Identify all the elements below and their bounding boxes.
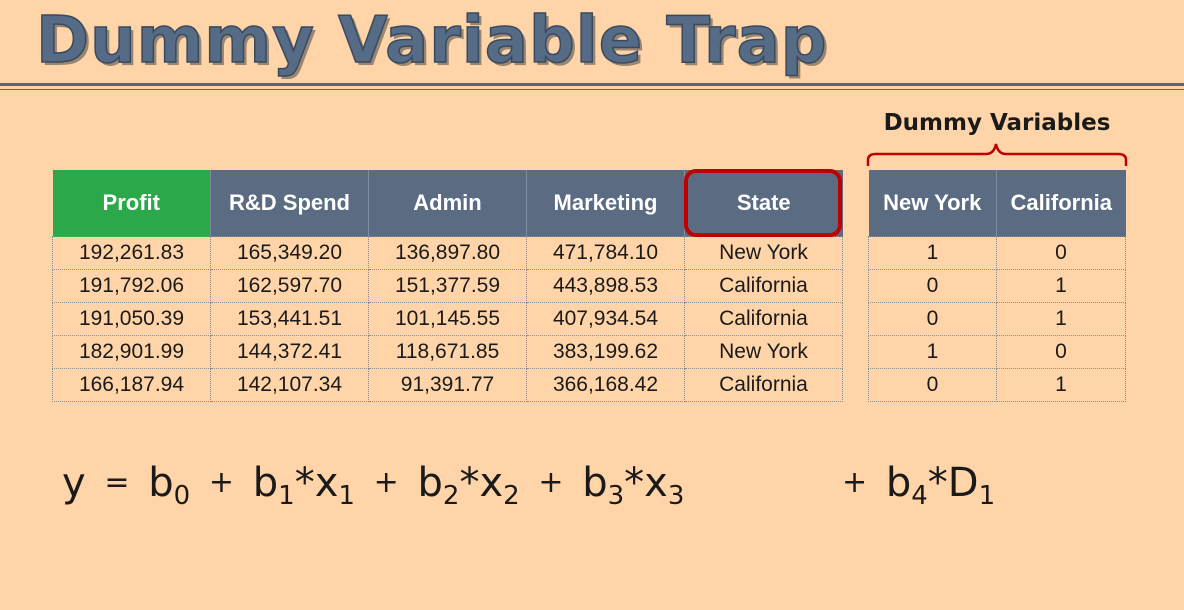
dummy-variables-label: Dummy Variables	[883, 110, 1111, 136]
formula-plus: +	[208, 465, 235, 500]
formula-b2x2: b2*x2	[417, 460, 520, 511]
table-row: 166,187.94 142,107.34 91,391.77 366,168.…	[52, 368, 843, 402]
table-row: 0 1	[868, 302, 1126, 336]
regression-formula-dummy-term: + b4*D1	[836, 460, 995, 511]
formula-b1x1: b1*x1	[252, 460, 355, 511]
cell: 0	[868, 302, 997, 336]
cell: 101,145.55	[368, 302, 527, 336]
cell: 0	[868, 269, 997, 303]
cell: California	[684, 368, 843, 402]
table-row: 1 0	[868, 335, 1126, 369]
cell: 166,187.94	[52, 368, 211, 402]
cell: 471,784.10	[526, 236, 685, 270]
dummy-header-row: New York California	[868, 170, 1126, 237]
cell: 151,377.59	[368, 269, 527, 303]
cell: 1	[996, 368, 1126, 402]
cell: 366,168.42	[526, 368, 685, 402]
table-row: 1 0	[868, 236, 1126, 270]
cell: 118,671.85	[368, 335, 527, 369]
cell: California	[684, 269, 843, 303]
cell: 182,901.99	[52, 335, 211, 369]
data-table: Profit R&D Spend Admin Marketing State 1…	[52, 170, 843, 402]
cell: California	[684, 302, 843, 336]
table-row: 191,050.39 153,441.51 101,145.55 407,934…	[52, 302, 843, 336]
cell: New York	[684, 335, 843, 369]
cell: 142,107.34	[210, 368, 369, 402]
cell: 1	[996, 302, 1126, 336]
cell: 162,597.70	[210, 269, 369, 303]
header-california: California	[996, 170, 1126, 237]
cell: 383,199.62	[526, 335, 685, 369]
table-header-row: Profit R&D Spend Admin Marketing State	[52, 170, 843, 237]
cell: 407,934.54	[526, 302, 685, 336]
cell: 0	[996, 236, 1126, 270]
cell: New York	[684, 236, 843, 270]
cell: 0	[996, 335, 1126, 369]
title-rule	[0, 83, 1184, 86]
header-rd-spend: R&D Spend	[210, 170, 369, 237]
table-row: 182,901.99 144,372.41 118,671.85 383,199…	[52, 335, 843, 369]
cell: 192,261.83	[52, 236, 211, 270]
header-profit: Profit	[52, 170, 211, 237]
header-state: State	[684, 170, 843, 237]
slide-title: Dummy Variable Trap	[35, 3, 828, 79]
cell: 165,349.20	[210, 236, 369, 270]
formula-plus: +	[538, 465, 564, 500]
cell: 443,898.53	[526, 269, 685, 303]
cell: 191,792.06	[52, 269, 211, 303]
formula-plus: +	[373, 465, 399, 500]
brace-bracket	[866, 143, 1128, 166]
table-row: 191,792.06 162,597.70 151,377.59 443,898…	[52, 269, 843, 303]
cell: 191,050.39	[52, 302, 211, 336]
title-rule-thin	[0, 89, 1184, 90]
formula-b3x3: b3*x3	[582, 460, 685, 511]
formula-b4d1: b4*D1	[885, 460, 996, 511]
state-highlight-box	[684, 169, 842, 237]
table-row: 0 1	[868, 368, 1126, 402]
formula-equals: =	[104, 465, 130, 500]
formula-y: y	[62, 460, 86, 506]
formula-plus: +	[842, 465, 868, 500]
table-row: 192,261.83 165,349.20 136,897.80 471,784…	[52, 236, 843, 270]
cell: 153,441.51	[210, 302, 369, 336]
header-new-york: New York	[868, 170, 997, 237]
cell: 1	[868, 335, 997, 369]
regression-formula: y = b0 + b1*x1 + b2*x2 + b3*x3	[62, 460, 684, 511]
table-row: 0 1	[868, 269, 1126, 303]
cell: 1	[868, 236, 997, 270]
cell: 144,372.41	[210, 335, 369, 369]
header-marketing: Marketing	[526, 170, 685, 237]
cell: 1	[996, 269, 1126, 303]
cell: 91,391.77	[368, 368, 527, 402]
header-admin: Admin	[368, 170, 527, 237]
cell: 0	[868, 368, 997, 402]
dummy-table: New York California 1 0 0 1 0 1 1 0 0 1	[868, 170, 1126, 402]
cell: 136,897.80	[368, 236, 527, 270]
formula-b0: b0	[148, 460, 191, 511]
